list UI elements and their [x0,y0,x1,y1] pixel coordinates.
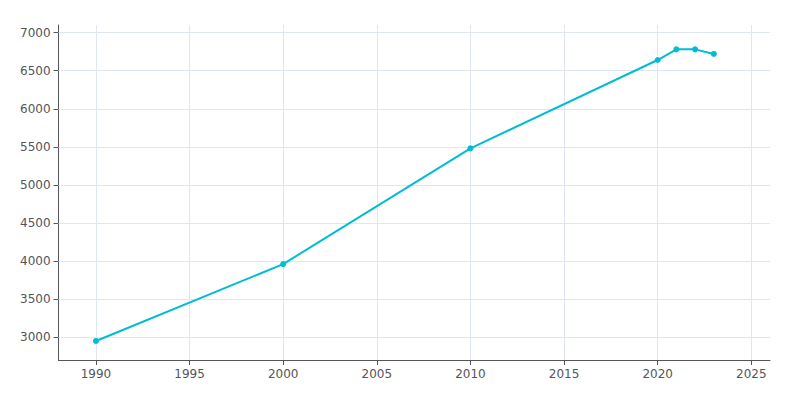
svg-text:2005: 2005 [362,367,393,381]
svg-text:2010: 2010 [455,367,486,381]
svg-text:6000: 6000 [20,102,51,116]
svg-text:2000: 2000 [268,367,299,381]
svg-text:1990: 1990 [81,367,112,381]
svg-text:3500: 3500 [20,292,51,306]
svg-text:7000: 7000 [20,26,51,40]
svg-text:6500: 6500 [20,64,51,78]
svg-text:2020: 2020 [642,367,673,381]
svg-text:4000: 4000 [20,254,51,268]
svg-text:3000: 3000 [20,330,51,344]
svg-text:5500: 5500 [20,140,51,154]
svg-text:1995: 1995 [174,367,205,381]
svg-text:5000: 5000 [20,178,51,192]
svg-text:2015: 2015 [549,367,580,381]
svg-text:4500: 4500 [20,216,51,230]
svg-text:2025: 2025 [736,367,767,381]
